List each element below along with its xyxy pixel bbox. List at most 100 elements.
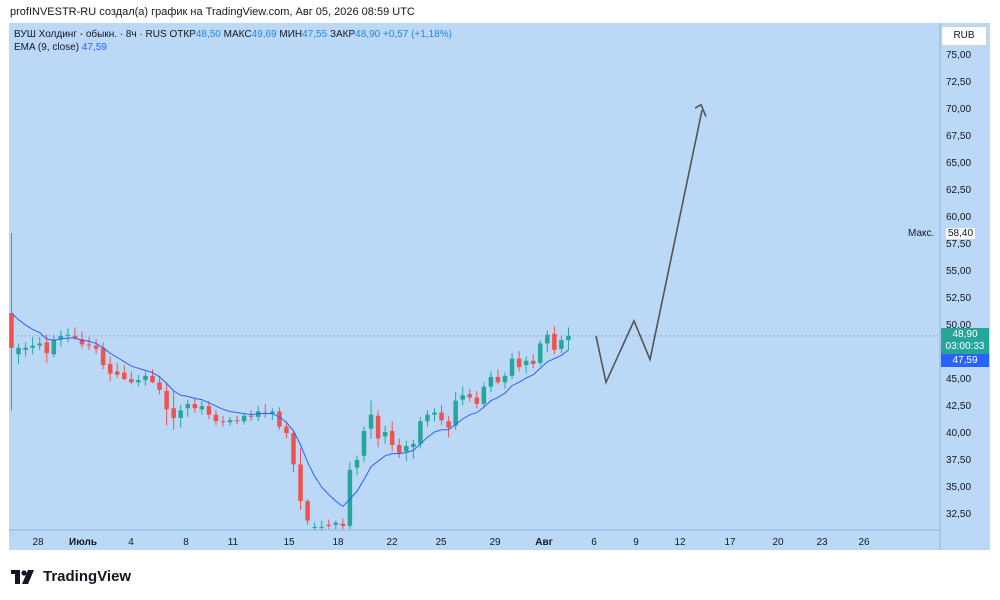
candle-body [326, 524, 331, 526]
legend-high: 49,69 [251, 29, 277, 40]
y-tick-label: 62,50 [946, 185, 971, 196]
candle-body [206, 406, 212, 415]
x-tick-label: 6 [591, 537, 597, 548]
candle-body [333, 522, 339, 525]
last-price: 48,90 [952, 329, 978, 340]
candle-body [270, 411, 275, 414]
candle-body [199, 406, 205, 410]
footer [0, 551, 1000, 600]
candle-body [474, 397, 480, 404]
candle-body [227, 420, 233, 423]
candle-body [115, 371, 120, 375]
x-tick-label: 20 [772, 537, 784, 548]
last-price-label: 48,90 03:00:33 [941, 328, 989, 354]
y-tick-label: 50,00 [946, 320, 971, 331]
y-tick-label: 70,00 [946, 104, 971, 115]
candle-body [136, 380, 141, 383]
candle-body [319, 527, 324, 529]
candle-body [453, 400, 458, 426]
candle-body [51, 340, 57, 355]
candle-body [446, 421, 451, 428]
x-tick-label: 4 [128, 537, 134, 548]
candle-body [425, 414, 430, 422]
candle-body [460, 395, 465, 400]
candle-body [298, 464, 303, 502]
ema-price-label: 47,59 [941, 354, 989, 367]
candle-body [284, 426, 289, 434]
y-tick-label: 57,50 [946, 239, 971, 250]
candle-body [488, 376, 494, 387]
max-value: 58,40 [946, 228, 976, 239]
y-tick-label: 75,00 [946, 50, 971, 61]
chart-pane[interactable] [9, 23, 990, 550]
tradingview-logo-icon [11, 569, 34, 584]
candle-body [538, 343, 543, 363]
legend-low-label: МИН [279, 29, 303, 40]
candle-body [312, 527, 317, 529]
x-tick-label: Авг [535, 537, 553, 548]
candle-body [552, 333, 557, 350]
candle-body [72, 335, 78, 339]
candle-body [305, 501, 310, 521]
y-tick-label: 35,00 [946, 482, 971, 493]
candle-body [277, 411, 282, 427]
currency-button[interactable]: RUB [941, 26, 987, 46]
candle-body [248, 415, 254, 417]
x-tick-label: 15 [283, 537, 295, 548]
candle-body [439, 412, 444, 421]
candle-body [411, 443, 416, 448]
candle-body [340, 523, 346, 526]
tradingview-logo[interactable]: TradingView [11, 568, 131, 585]
legend-close-label: ЗАКР [329, 29, 356, 40]
candle-body [65, 334, 71, 336]
max-label: Макс. [906, 228, 937, 239]
legend-open-label: ОТКР [169, 29, 196, 40]
candle-body [389, 430, 395, 445]
chart-svg: 75,00 72,50 70,00 67,50 65,00 62,50 60,00 57,50… [9, 23, 971, 550]
bar-countdown: 03:00:33 [945, 341, 985, 352]
candle-body [467, 394, 472, 398]
candle-body [502, 375, 508, 383]
candle-body [79, 339, 85, 345]
tradingview-logo-text: TradingView [43, 568, 132, 585]
candle-body [16, 347, 21, 355]
candle-body [23, 347, 28, 350]
y-tick-label: 72,50 [946, 77, 971, 88]
candle-body [523, 360, 529, 366]
candle-body [368, 414, 374, 429]
x-tick-label: 22 [386, 537, 398, 548]
x-tick-label: 25 [435, 537, 447, 548]
credit-line: profINVESTR-RU создал(а) график на Tradi… [10, 6, 415, 18]
legend-low: 47,55 [302, 29, 328, 40]
candle-body [107, 363, 113, 374]
x-tick-label: 26 [858, 537, 870, 548]
candle-body [509, 358, 515, 376]
candle-body [263, 412, 268, 414]
candle-body [481, 386, 487, 404]
y-tick-label: 40,00 [946, 428, 971, 439]
y-tick-label: 32,50 [946, 509, 971, 520]
candle-body [171, 408, 176, 418]
candle-body [404, 446, 409, 452]
y-tick-label: 65,00 [946, 158, 971, 169]
candle-body [150, 375, 155, 383]
x-tick-label: 11 [228, 537, 239, 548]
legend-ema-label: EMA (9, close) [14, 42, 80, 53]
candle-body [192, 403, 198, 409]
x-tick-label: 29 [489, 537, 501, 548]
candle-body [382, 432, 388, 437]
y-tick-label: 52,50 [946, 293, 971, 304]
candle-body [291, 433, 296, 465]
legend-open: 48,50 [195, 29, 221, 40]
candle-body [545, 334, 550, 344]
x-tick-label: 12 [674, 537, 686, 548]
candle-body [44, 342, 49, 354]
candle-body [241, 415, 247, 422]
candle-body [354, 460, 360, 468]
x-tick-label: 17 [724, 537, 736, 548]
candle-body [37, 343, 42, 346]
candle-body [185, 403, 190, 409]
candle-body [213, 414, 219, 422]
candle-body [397, 444, 402, 454]
x-tick-label: 23 [816, 537, 828, 548]
